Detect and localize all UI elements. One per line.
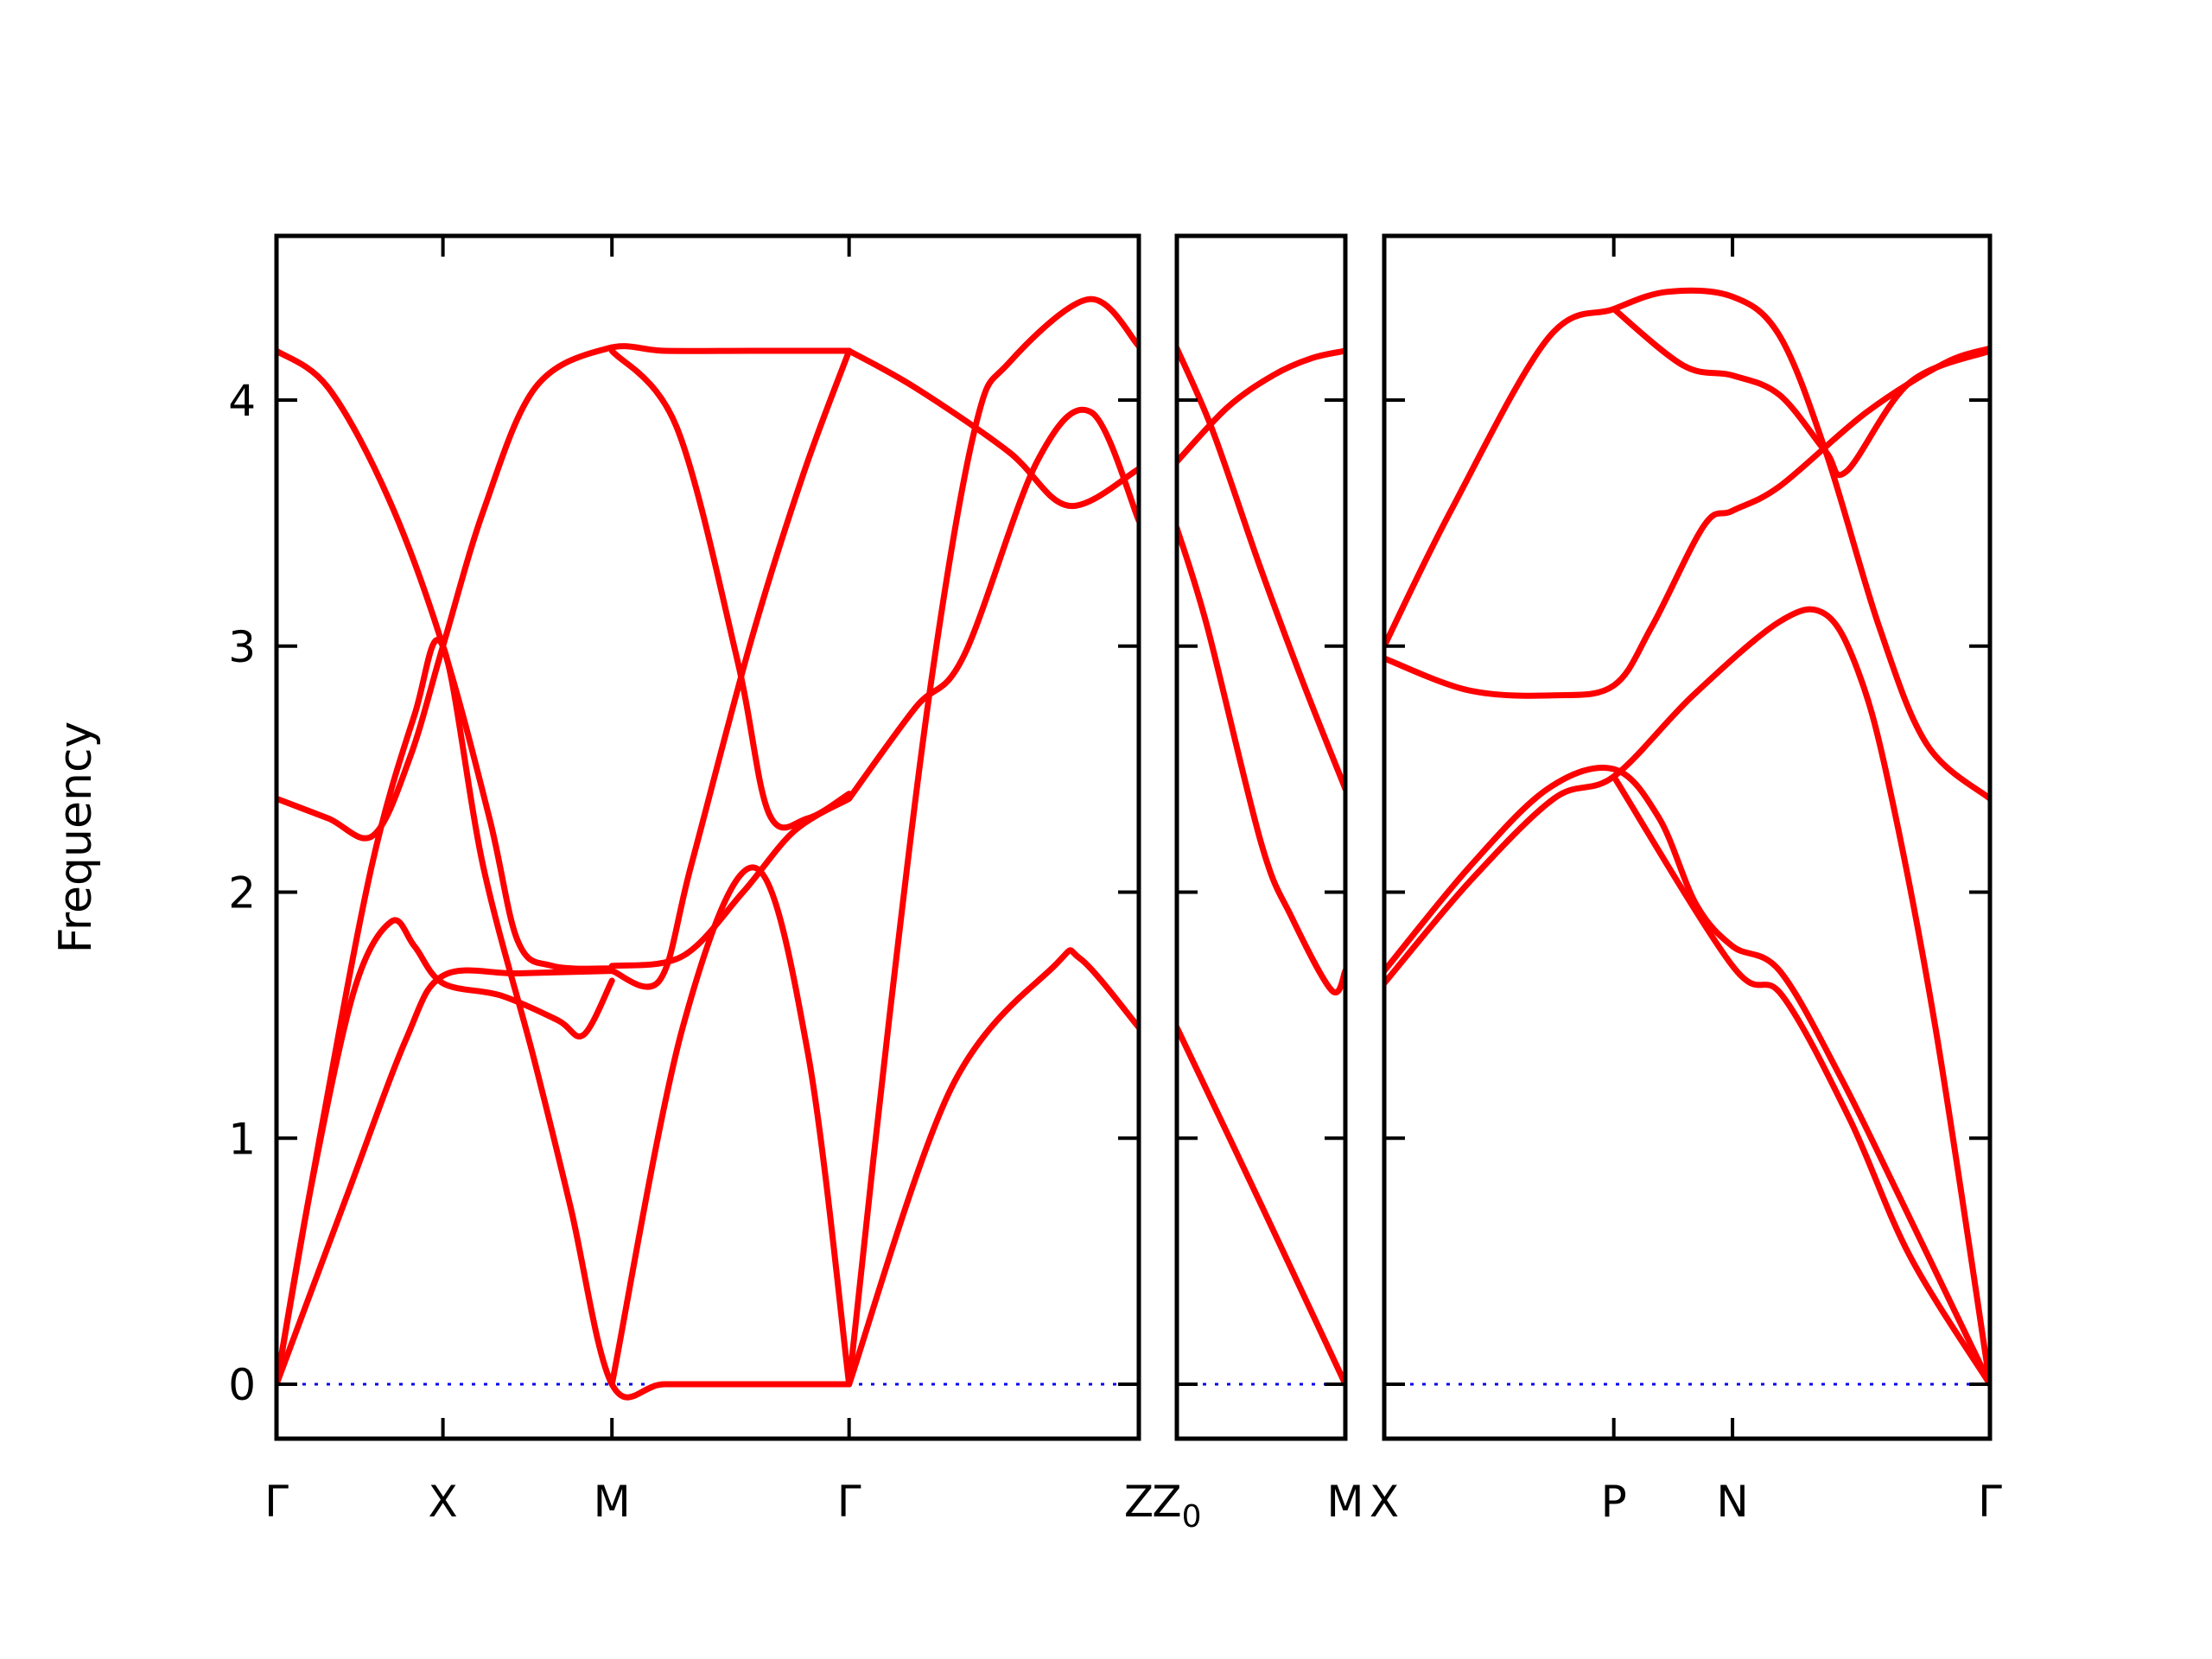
band-lines [1385, 287, 1989, 1388]
x-tick-label: Γ [837, 1477, 861, 1527]
x-tick-label: Γ [1978, 1477, 2002, 1527]
band-lines [1178, 345, 1344, 1388]
y-tick-label: 2 [228, 868, 256, 918]
panel-GXMGZ: 0 1 2 3 4 Γ X M Γ Z [228, 233, 1154, 1527]
x-tick-label: X [428, 1477, 457, 1527]
band-path-0-11 [846, 347, 1138, 509]
band-path-2-3 [1385, 764, 1989, 1388]
x-tick-label: Z0 [1152, 1477, 1201, 1535]
band-path-2-5 [1611, 773, 1989, 1388]
y-axis-label: Frequency [50, 721, 102, 954]
band-path-0-0 [277, 636, 853, 1401]
band-path-2-4 [1385, 606, 1989, 1388]
x-tick-label: X [1370, 1477, 1399, 1527]
band-path-0-4 [277, 347, 615, 972]
panel-border [1382, 233, 1993, 1441]
band-path-1-0 [1178, 345, 1344, 792]
x-tick-label: M [1326, 1477, 1363, 1527]
band-path-0-8 [608, 864, 853, 1388]
band-path-2-0 [1385, 287, 1989, 802]
y-tick-label: 0 [228, 1360, 256, 1410]
x-tick-label: Z [1124, 1477, 1154, 1527]
y-tick-label: 4 [228, 376, 256, 426]
band-path-1-2 [1178, 524, 1344, 996]
x-tick-label: P [1601, 1477, 1627, 1527]
x-tick-label: M [594, 1477, 631, 1527]
y-tick-label: 3 [228, 622, 256, 672]
band-path-0-7 [608, 795, 853, 969]
band-path-0-3 [277, 343, 853, 842]
band-path-2-2 [1385, 345, 1989, 699]
band-path-0-1 [277, 917, 615, 1388]
x-tick-label: Γ [264, 1477, 289, 1527]
y-tick-label: 1 [228, 1114, 256, 1164]
panel-border [274, 233, 1141, 1441]
band-path-1-1 [1178, 347, 1344, 465]
panel-border [1174, 233, 1348, 1441]
band-path-0-10 [846, 947, 1138, 1388]
x-tick-label: N [1716, 1477, 1748, 1527]
band-lines [277, 296, 1138, 1401]
band-path-0-5 [608, 347, 853, 831]
band-path-0-9 [846, 296, 1138, 1388]
band-path-1-3 [1178, 1024, 1344, 1388]
band-path-0-6 [608, 347, 853, 990]
band-path-0-2 [277, 967, 615, 1388]
panel-Z0M: Z0 M [1152, 233, 1364, 1535]
band-path-0-12 [846, 406, 1138, 802]
